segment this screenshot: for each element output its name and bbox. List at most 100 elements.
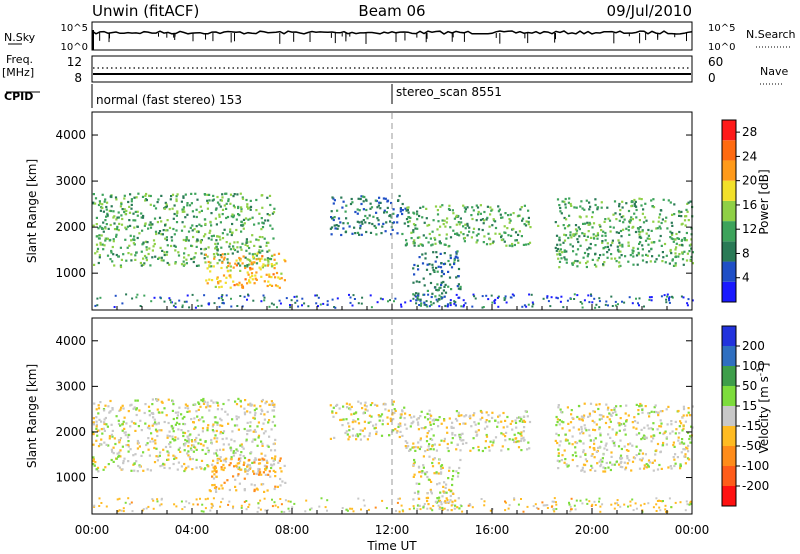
data-cell xyxy=(228,500,231,503)
data-cell xyxy=(665,216,668,219)
data-cell xyxy=(174,306,177,309)
colorbar-tick-label: 15 xyxy=(742,399,757,413)
data-cell xyxy=(204,253,207,256)
data-cell xyxy=(330,233,333,236)
data-cell xyxy=(264,454,267,457)
data-cell xyxy=(209,509,212,512)
data-cell xyxy=(438,506,442,509)
data-cell xyxy=(132,238,135,241)
data-cell xyxy=(207,449,210,452)
data-cell xyxy=(471,206,474,209)
data-cell xyxy=(129,448,132,451)
data-cell xyxy=(257,467,260,471)
data-cell xyxy=(272,459,275,463)
data-cell xyxy=(111,407,114,410)
data-cell xyxy=(127,443,130,447)
data-cell xyxy=(152,239,156,242)
data-cell xyxy=(252,470,255,473)
data-cell xyxy=(426,432,429,435)
data-cell xyxy=(613,463,616,466)
data-cell xyxy=(136,447,139,450)
data-cell xyxy=(215,207,218,210)
data-cell xyxy=(603,261,606,264)
data-cell xyxy=(175,229,178,232)
data-cell xyxy=(255,198,258,202)
data-cell xyxy=(194,192,197,195)
data-cell xyxy=(199,205,202,208)
data-cell xyxy=(569,421,573,424)
data-cell xyxy=(146,442,149,445)
data-cell xyxy=(95,408,98,411)
data-cell xyxy=(203,468,206,471)
data-cell xyxy=(115,198,118,201)
data-cell xyxy=(208,278,211,281)
data-cell xyxy=(166,434,169,437)
data-cell xyxy=(180,200,183,203)
data-cell xyxy=(626,455,629,458)
data-cell xyxy=(576,294,579,297)
data-cell xyxy=(440,422,443,425)
data-cell xyxy=(625,404,628,407)
data-cell xyxy=(556,418,559,421)
data-cell xyxy=(240,451,243,454)
data-cell xyxy=(384,403,387,406)
data-cell xyxy=(363,504,366,507)
data-cell xyxy=(159,465,162,468)
data-cell xyxy=(671,259,674,262)
data-cell xyxy=(563,216,566,220)
data-cell xyxy=(182,431,185,434)
data-cell xyxy=(422,455,425,458)
data-cell xyxy=(422,205,425,208)
data-cell xyxy=(138,232,141,235)
data-cell xyxy=(315,302,318,305)
data-cell xyxy=(251,234,254,237)
data-cell xyxy=(247,468,250,471)
data-cell xyxy=(668,299,671,302)
data-cell xyxy=(605,442,608,445)
data-cell xyxy=(348,429,351,432)
data-cell xyxy=(638,219,641,222)
data-cell xyxy=(349,507,352,510)
data-cell xyxy=(417,492,420,495)
data-cell xyxy=(566,299,569,302)
data-cell xyxy=(173,244,176,247)
data-cell xyxy=(688,437,691,441)
data-cell xyxy=(250,451,253,454)
data-cell xyxy=(358,221,361,224)
data-cell xyxy=(429,507,432,510)
data-cell xyxy=(216,201,220,204)
data-cell xyxy=(678,432,681,435)
data-cell xyxy=(101,203,104,206)
data-cell xyxy=(565,261,568,264)
data-cell xyxy=(262,471,265,474)
data-cell xyxy=(266,489,269,492)
data-cell xyxy=(426,289,429,292)
data-cell xyxy=(165,203,168,206)
nsky-trace xyxy=(91,30,693,35)
power-ylabel: Slant Range [km] xyxy=(25,159,39,263)
data-cell xyxy=(614,257,617,260)
data-cell xyxy=(387,300,389,303)
data-cell xyxy=(358,209,361,212)
data-cell xyxy=(616,499,619,502)
data-cell xyxy=(504,231,507,234)
colorbar-segment xyxy=(722,386,736,406)
data-cell xyxy=(507,234,510,237)
data-cell xyxy=(192,235,195,239)
data-cell xyxy=(100,502,103,504)
data-cell xyxy=(348,403,351,406)
data-cell xyxy=(514,440,517,444)
data-cell xyxy=(677,255,680,258)
data-cell xyxy=(216,408,219,411)
data-cell xyxy=(235,259,238,262)
data-cell xyxy=(361,222,364,225)
data-cell xyxy=(110,448,113,451)
data-cell xyxy=(680,441,683,444)
data-cell xyxy=(668,497,671,500)
data-cell xyxy=(270,400,273,403)
data-cell xyxy=(166,250,169,254)
data-cell xyxy=(383,211,386,214)
data-cell xyxy=(249,281,252,284)
data-cell xyxy=(205,406,208,409)
data-cell xyxy=(127,200,130,204)
